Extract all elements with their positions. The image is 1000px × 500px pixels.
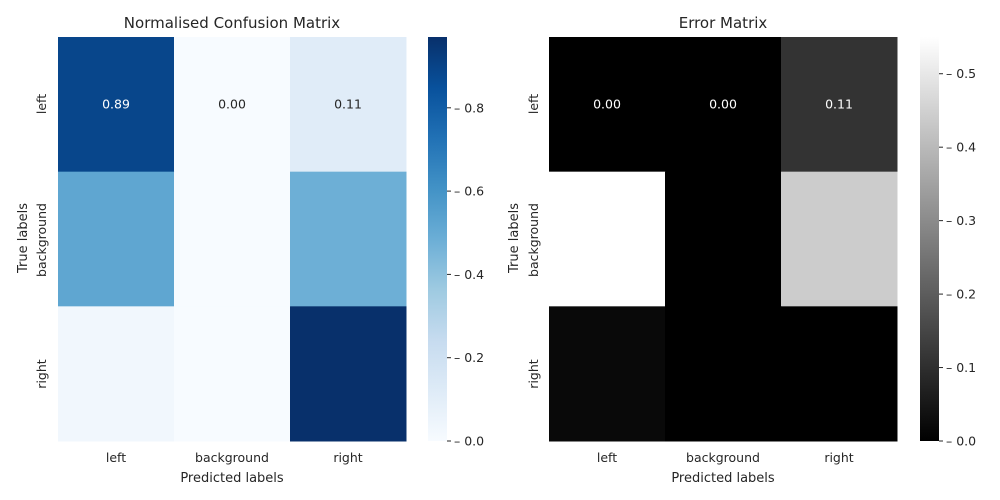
confusion-matrix-cells	[58, 37, 407, 442]
y-tick-label: right	[34, 359, 49, 388]
colorbar-tick-label: – 0.6	[454, 184, 484, 199]
x-axis-label: Predicted labels	[180, 471, 284, 486]
cell-value-label: 0.00	[593, 96, 621, 111]
heatmap-cell	[290, 37, 407, 173]
error-matrix-colorbar: – 0.0 – 0.1 – 0.2 – 0.3 – 0.4 – 0.5	[920, 37, 976, 449]
x-tick-label: left	[597, 450, 617, 465]
heatmap-cell	[549, 306, 666, 442]
heatmap-cell	[665, 171, 782, 307]
colorbar-tick-label: – 0.4	[946, 140, 976, 155]
heatmap-cell	[290, 171, 407, 307]
colorbar-tick-label: – 0.8	[454, 100, 484, 115]
y-tick-label: left	[34, 94, 49, 114]
heatmap-cell	[549, 171, 666, 307]
error-matrix-y-ticks: left background right	[526, 94, 541, 389]
y-tick-label: background	[526, 203, 541, 277]
cell-value-label: 0.11	[334, 96, 362, 111]
colorbar-ticks: – 0.0 – 0.1 – 0.2 – 0.3 – 0.4 – 0.5	[939, 66, 976, 449]
x-tick-label: right	[333, 450, 362, 465]
heatmap-cell	[549, 37, 666, 173]
colorbar-tick-label: – 0.1	[946, 360, 976, 375]
y-tick-label: right	[526, 359, 541, 388]
heatmap-cell	[665, 37, 782, 173]
y-axis-label: True labels	[16, 203, 31, 274]
confusion-matrix-cell-labels: 0.89 0.00 0.11	[102, 96, 362, 111]
confusion-matrix-y-ticks: left background right	[34, 94, 49, 389]
confusion-matrix-title: Normalised Confusion Matrix	[124, 14, 341, 32]
colorbar-tick-label: – 0.2	[946, 287, 976, 302]
y-tick-label: left	[526, 94, 541, 114]
heatmap-cell	[58, 171, 175, 307]
heatmap-cell	[665, 306, 782, 442]
error-matrix-title: Error Matrix	[679, 14, 768, 32]
colorbar-gradient	[428, 37, 447, 441]
colorbar-ticks: – 0.0 – 0.2 – 0.4 – 0.6 – 0.8	[447, 100, 484, 449]
colorbar-tick-label: – 0.2	[454, 350, 484, 365]
error-matrix-panel: Error Matrix 0.00 0.00 0.11 left backgroun…	[507, 14, 976, 486]
cell-value-label: 0.89	[102, 96, 130, 111]
error-matrix-x-ticks: left background right	[597, 450, 854, 465]
colorbar-tick-label: – 0.0	[454, 434, 484, 449]
x-axis-label: Predicted labels	[671, 471, 775, 486]
error-matrix-cell-labels: 0.00 0.00 0.11	[593, 96, 853, 111]
heatmap-cell	[781, 37, 898, 173]
y-axis-label: True labels	[507, 203, 522, 274]
heatmap-cell	[781, 171, 898, 307]
x-tick-label: right	[824, 450, 853, 465]
heatmap-cell	[58, 37, 175, 173]
confusion-matrix-x-ticks: left background right	[106, 450, 363, 465]
heatmap-cell	[174, 171, 291, 307]
heatmap-cell	[290, 306, 407, 442]
heatmap-cell	[781, 306, 898, 442]
colorbar-gradient	[920, 37, 939, 441]
confusion-matrix-colorbar: – 0.0 – 0.2 – 0.4 – 0.6 – 0.8	[428, 37, 484, 449]
cell-value-label: 0.11	[825, 96, 853, 111]
confusion-matrix-panel: Normalised Confusion Matrix 0.89 0.00 0.11…	[16, 14, 484, 486]
heatmap-cell	[58, 306, 175, 442]
colorbar-tick-label: – 0.0	[946, 434, 976, 449]
colorbar-tick-label: – 0.3	[946, 213, 976, 228]
x-tick-label: background	[195, 450, 269, 465]
x-tick-label: background	[686, 450, 760, 465]
colorbar-tick-label: – 0.5	[946, 66, 976, 81]
heatmap-cell	[174, 306, 291, 442]
error-matrix-cells	[549, 37, 898, 442]
x-tick-label: left	[106, 450, 126, 465]
colorbar-tick-label: – 0.4	[454, 267, 484, 282]
cell-value-label: 0.00	[218, 96, 246, 111]
heatmap-cell	[174, 37, 291, 173]
cell-value-label: 0.00	[709, 96, 737, 111]
y-tick-label: background	[34, 203, 49, 277]
